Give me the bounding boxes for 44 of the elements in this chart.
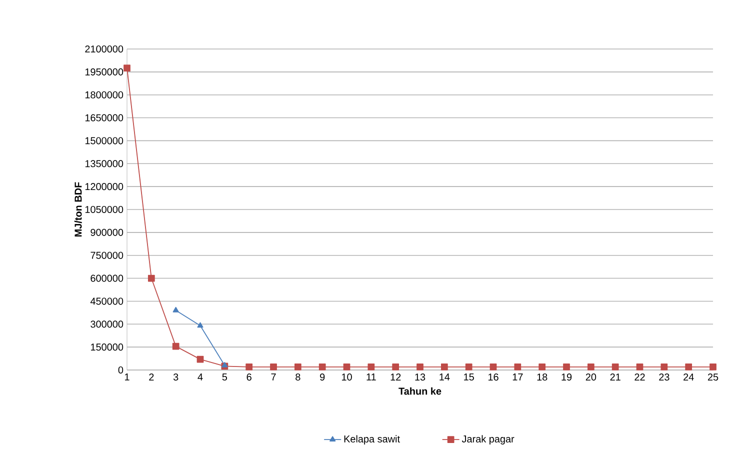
x-tick-label: 22 (634, 374, 645, 380)
y-tick-label: 1050000 (85, 206, 124, 214)
y-tick-label: 1500000 (85, 137, 124, 144)
x-tick-label: 16 (488, 374, 498, 381)
x-tick-label: 18 (537, 374, 548, 381)
y-tick-label: 150000 (91, 344, 124, 351)
y-axis-title: MJ/ton BDF (74, 182, 82, 236)
x-tick-label: 21 (610, 374, 620, 380)
x-tick-label: 7 (271, 374, 276, 380)
x-tick-label: 15 (464, 374, 474, 380)
x-tick-label: 11 (366, 374, 376, 380)
x-tick-label: 3 (173, 374, 178, 381)
y-tick-label: 1950000 (85, 68, 124, 76)
y-tick-label: 300000 (90, 320, 124, 328)
x-tick-label: 10 (342, 374, 352, 381)
x-tick-label: 4 (198, 374, 203, 380)
x-tick-label: 14 (440, 374, 450, 380)
x-tick-label: 23 (659, 374, 670, 381)
y-tick-label: 1650000 (85, 114, 124, 122)
x-tick-label: 13 (415, 374, 426, 381)
x-tick-label: 9 (320, 374, 325, 381)
x-tick-label: 2 (149, 374, 154, 380)
x-tick-label: 1 (124, 374, 130, 380)
legend-label: Kelapa sawit (344, 435, 400, 444)
y-tick-label: 600000 (90, 274, 124, 282)
y-tick-label: 1200000 (85, 183, 124, 190)
x-tick-label: 20 (586, 374, 596, 381)
x-tick-label: 19 (562, 374, 572, 381)
y-tick-label: 2100000 (85, 45, 124, 53)
x-tick-label: 24 (684, 374, 694, 380)
y-tick-label: 1800000 (85, 91, 124, 98)
x-tick-label: 12 (390, 374, 401, 380)
x-tick-label: 8 (296, 374, 300, 381)
x-axis-title: Tahun ke (398, 387, 442, 395)
x-tick-label: 6 (246, 374, 252, 381)
y-tick-label: 900000 (90, 228, 124, 236)
x-tick-label: 17 (512, 374, 523, 380)
legend-label: Jarak pagar (462, 435, 514, 444)
y-tick-label: 0 (118, 366, 124, 374)
x-tick-label: 5 (222, 374, 228, 380)
y-tick-label: 750000 (90, 252, 124, 259)
y-tick-label: 1350000 (85, 160, 124, 168)
x-tick-label: 25 (708, 374, 718, 381)
y-tick-label: 450000 (90, 298, 124, 305)
